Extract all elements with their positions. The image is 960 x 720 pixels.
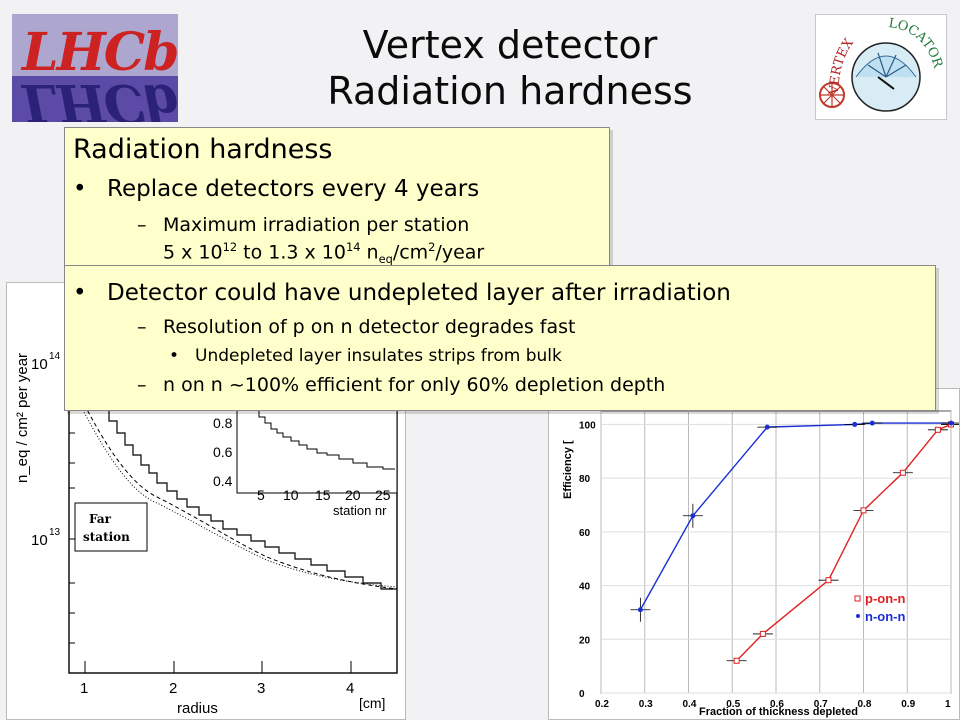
eff-legend: p-on-n n-on-n <box>854 591 905 624</box>
far-station-label: Far station <box>74 502 148 552</box>
inset-x-tick-25: 25 <box>375 487 391 503</box>
svg-text:10: 10 <box>31 532 48 549</box>
eff-point-p-on-n <box>934 426 941 433</box>
inset-y-tick-0-8: 0.8 <box>213 415 233 431</box>
y-axis-label: n_eq / cm² per year <box>14 353 31 483</box>
y-tick-1e13: 10 13 <box>31 527 81 549</box>
eff-point-p-on-n <box>860 507 867 514</box>
box1-heading: Radiation hardness <box>73 134 333 165</box>
radiation-hardness-box: Radiation hardness • Replace detectors ev… <box>64 127 610 279</box>
legend-p-on-n: p-on-n <box>865 591 905 606</box>
eff-point-n-on-n <box>869 420 875 426</box>
box2-sub-1: – Resolution of p on n detector degrades … <box>137 316 576 338</box>
station-inset: 0.8 0.6 0.4 5 10 15 20 25 station nr <box>213 392 398 518</box>
eff-point-n-on-n <box>852 421 858 427</box>
eff-x-tick: 0.6 <box>770 699 784 710</box>
undepleted-layer-box: • Detector could have undepleted layer af… <box>64 265 936 411</box>
eff-point-p-on-n <box>733 657 740 664</box>
vertex-locator-logo: VERTEX LOCATOR <box>815 14 947 120</box>
x-axis-label: radius <box>177 700 218 717</box>
box1-sub-1-line-2: 5 x 1012 to 1.3 x 1014 neq/cm2/year <box>163 240 485 267</box>
eff-y-tick: 60 <box>579 528 591 539</box>
slide-title: Vertex detector Radiation hardness <box>230 22 790 114</box>
eff-x-tick: 0.9 <box>901 699 915 710</box>
x-tick-4: 4 <box>346 680 354 697</box>
eff-point-n-on-n <box>690 513 696 519</box>
eff-y-tick: 80 <box>579 474 591 485</box>
eff-y-tick: 100 <box>579 420 596 431</box>
svg-text:10: 10 <box>31 356 48 373</box>
eff-y-tick: 0 <box>579 689 585 700</box>
svg-text:14: 14 <box>49 351 61 362</box>
inset-y-tick-0-6: 0.6 <box>213 444 233 460</box>
eff-x-tick: 0.7 <box>814 699 828 710</box>
legend-n-on-n: n-on-n <box>865 609 905 624</box>
eff-x-tick: 0.3 <box>639 699 653 710</box>
eff-point-p-on-n <box>899 469 906 476</box>
inset-x-tick-15: 15 <box>315 487 331 503</box>
box2-subsub-1: • Undepleted layer insulates strips from … <box>169 346 562 366</box>
eff-point-p-on-n <box>825 577 832 584</box>
eff-series-line-n-on-n <box>639 422 951 611</box>
x-tick-1: 1 <box>80 680 88 697</box>
eff-x-tick: 0.2 <box>595 699 609 710</box>
inset-x-tick-5: 5 <box>257 487 265 503</box>
inset-x-label: station nr <box>333 503 387 518</box>
svg-text:Far: Far <box>89 512 112 526</box>
eff-y-tick: 20 <box>579 635 591 646</box>
eff-x-tick: 1 <box>945 699 951 710</box>
fluence-curve-far <box>68 372 398 590</box>
inset-x-tick-20: 20 <box>345 487 361 503</box>
box2-bullet-1: • Detector could have undepleted layer af… <box>73 280 731 306</box>
eff-y-axis-label: Efficiency [ <box>562 440 574 499</box>
eff-point-p-on-n <box>759 630 766 637</box>
efficiency-plot: 0 20 40 60 80 100 0.2 0.3 0.4 0.5 0.6 0.7 0.8 0.9 1 F… <box>548 388 960 720</box>
lhcb-logo: LHCb LHCb <box>12 14 178 122</box>
eff-point-n-on-n <box>637 607 643 613</box>
eff-x-tick: 0.5 <box>726 699 740 710</box>
inset-y-tick-0-4: 0.4 <box>213 473 233 489</box>
title-line-2: Radiation hardness <box>327 69 693 113</box>
eff-x-tick: 0.4 <box>683 699 697 710</box>
box1-sub-1: – Maximum irradiation per station <box>137 214 470 236</box>
eff-point-n-on-n <box>764 424 770 430</box>
eff-x-tick: 0.8 <box>858 699 872 710</box>
svg-text:13: 13 <box>49 527 61 538</box>
eff-point-n-on-n <box>948 420 954 426</box>
x-tick-3: 3 <box>257 680 265 697</box>
eff-y-tick: 40 <box>579 582 591 593</box>
x-tick-2: 2 <box>169 680 177 697</box>
eff-x-axis-label: Fraction of thickness depleted <box>699 706 858 718</box>
box2-sub-2: – n on n ~100% efficient for only 60% dep… <box>137 374 666 396</box>
svg-text:station: station <box>83 530 130 544</box>
box1-bullet-1: • Replace detectors every 4 years <box>73 176 480 202</box>
x-axis-unit: [cm] <box>359 695 385 711</box>
lhcb-logo-reflection: LHCb <box>22 72 178 122</box>
title-line-1: Vertex detector <box>362 23 658 67</box>
inset-x-tick-10: 10 <box>283 487 299 503</box>
lhcb-logo-text: LHCb <box>22 22 178 83</box>
